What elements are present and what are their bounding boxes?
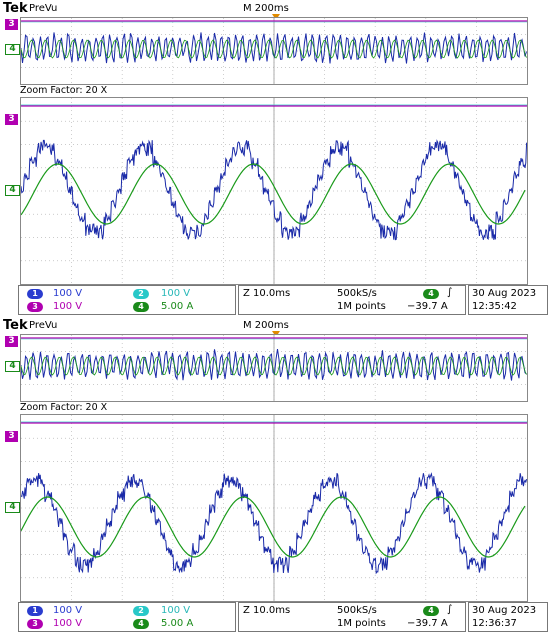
overview-waveform-window — [20, 334, 528, 402]
ch3-badge: 3 — [27, 619, 43, 629]
zoom-timebase: Z 10.0ms — [243, 288, 291, 299]
ch4-badge: 4 — [133, 619, 149, 629]
ch4-scale: 5.00 A — [161, 618, 194, 629]
ch2-scale: 100 V — [161, 605, 191, 616]
ch4-ground-marker: 4 — [5, 44, 20, 55]
capture-time: 12:35:42 — [472, 301, 517, 312]
datetime-box: 30 Aug 2023 12:35:42 — [468, 285, 548, 315]
trigger-slope-icon: ∫ — [447, 604, 453, 615]
trigger-level: −39.7 A — [407, 618, 448, 629]
capture-date: 30 Aug 2023 — [472, 288, 537, 299]
zoom-factor-label: Zoom Factor: 20 X — [20, 402, 108, 413]
main-timebase: M 200ms — [243, 320, 289, 331]
capture-time: 12:36:37 — [472, 618, 517, 629]
ch2-badge: 2 — [133, 289, 149, 299]
ch4-ground-marker: 4 — [5, 361, 20, 372]
zoom-waveform-window — [20, 97, 528, 285]
sample-rate: 500kS/s — [337, 288, 377, 299]
ch3-zoom-marker: 3 — [5, 114, 18, 125]
scope-screenshot-2: Tek PreVu M 200ms 3 4 Zoom Factor: 20 X … — [0, 317, 550, 633]
zoom-factor-label: Zoom Factor: 20 X — [20, 85, 108, 96]
ch4-zoom-marker: 4 — [5, 185, 20, 196]
acquisition-mode: PreVu — [29, 3, 58, 14]
overview-waveform-plot — [21, 335, 527, 401]
sample-rate: 500kS/s — [337, 605, 377, 616]
acquisition-settings-box: Z 10.0ms 500kS/s 1M points 4 ∫ −39.7 A — [238, 285, 466, 315]
ch1-scale: 100 V — [53, 605, 83, 616]
trigger-source-badge: 4 — [423, 606, 439, 616]
ch4-badge: 4 — [133, 302, 149, 312]
ch3-scale: 100 V — [53, 618, 83, 629]
overview-waveform-window — [20, 17, 528, 85]
acquisition-mode: PreVu — [29, 320, 58, 331]
record-length: 1M points — [337, 301, 386, 312]
brand-logo: Tek — [3, 318, 28, 333]
channel-settings-box: 1 100 V 2 100 V 3 100 V 4 5.00 A — [18, 602, 236, 632]
ch3-ground-marker: 3 — [5, 19, 18, 30]
ch3-scale: 100 V — [53, 301, 83, 312]
trigger-level: −39.7 A — [407, 301, 448, 312]
ch3-zoom-marker: 3 — [5, 431, 18, 442]
trigger-source-badge: 4 — [423, 289, 439, 299]
ch2-scale: 100 V — [161, 288, 191, 299]
zoom-timebase: Z 10.0ms — [243, 605, 291, 616]
datetime-box: 30 Aug 2023 12:36:37 — [468, 602, 548, 632]
main-timebase: M 200ms — [243, 3, 289, 14]
capture-date: 30 Aug 2023 — [472, 605, 537, 616]
ch1-badge: 1 — [27, 606, 43, 616]
scope-screenshot-1: Tek PreVu M 200ms 3 4 Zoom Factor: 20 X … — [0, 0, 550, 316]
ch1-badge: 1 — [27, 289, 43, 299]
channel-settings-box: 1 100 V 2 100 V 3 100 V 4 5.00 A — [18, 285, 236, 315]
ch3-badge: 3 — [27, 302, 43, 312]
overview-waveform-plot — [21, 18, 527, 84]
zoom-waveform-plot — [21, 98, 527, 284]
status-bar: 1 100 V 2 100 V 3 100 V 4 5.00 A Z 10.0m… — [18, 602, 548, 632]
trigger-slope-icon: ∫ — [447, 287, 453, 298]
zoom-waveform-window — [20, 414, 528, 602]
zoom-waveform-plot — [21, 415, 527, 601]
ch3-ground-marker: 3 — [5, 336, 18, 347]
status-bar: 1 100 V 2 100 V 3 100 V 4 5.00 A Z 10.0m… — [18, 285, 548, 315]
acquisition-settings-box: Z 10.0ms 500kS/s 1M points 4 ∫ −39.7 A — [238, 602, 466, 632]
ch4-scale: 5.00 A — [161, 301, 194, 312]
ch2-badge: 2 — [133, 606, 149, 616]
ch1-scale: 100 V — [53, 288, 83, 299]
ch4-zoom-marker: 4 — [5, 502, 20, 513]
record-length: 1M points — [337, 618, 386, 629]
brand-logo: Tek — [3, 1, 28, 16]
